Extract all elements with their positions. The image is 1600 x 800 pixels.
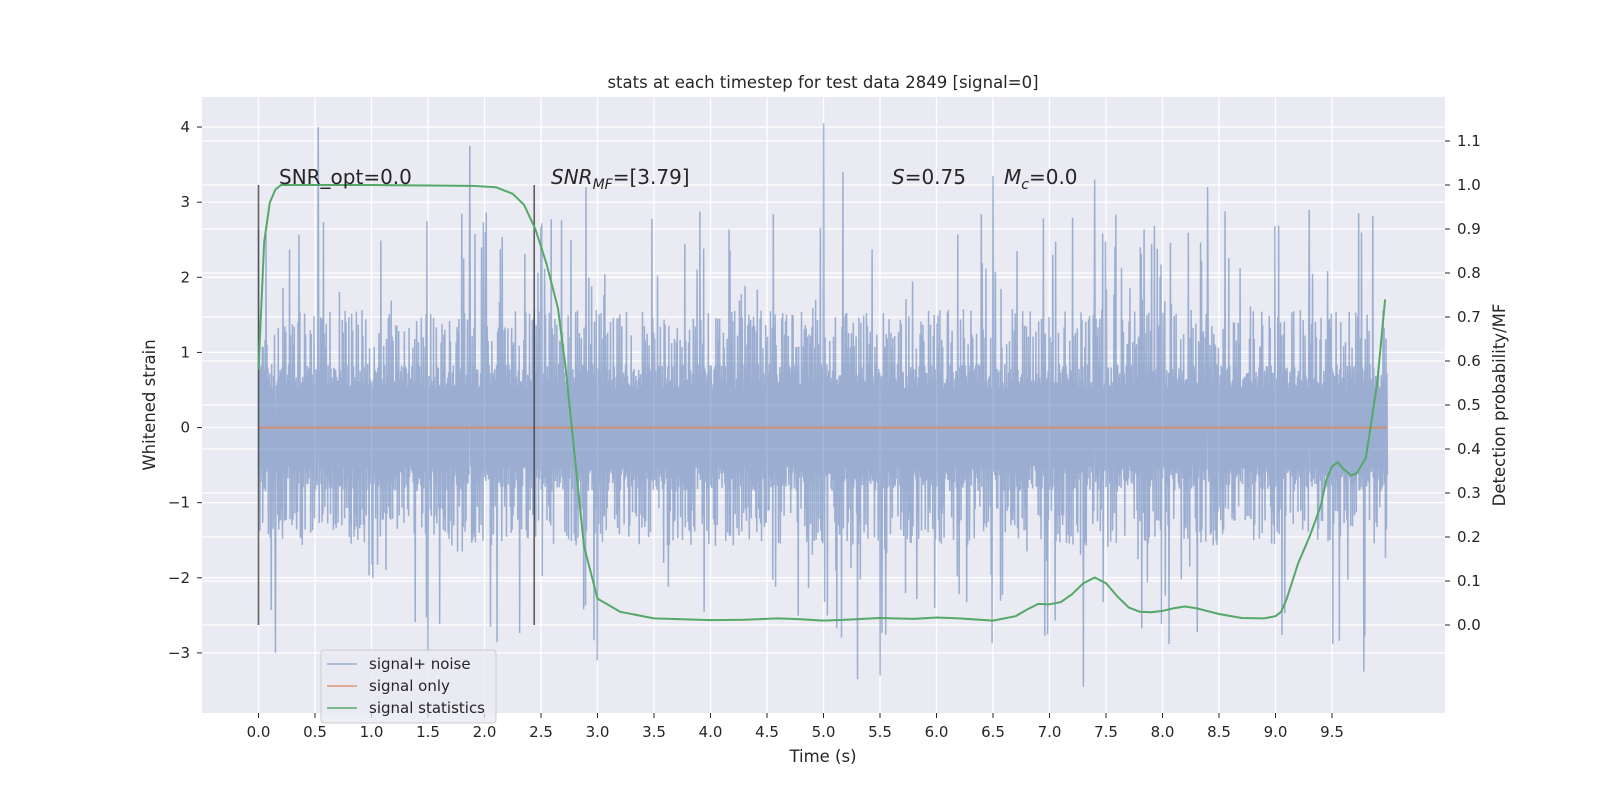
x-axis-label: Time (s) (788, 747, 856, 766)
legend-box (320, 649, 497, 724)
annotation-snr-mf-base: SNR (551, 165, 593, 189)
y-right-tick-label: 1.0 (1457, 176, 1481, 194)
x-tick-label: 4.5 (755, 723, 779, 741)
x-tick-label: 2.5 (529, 723, 553, 741)
legend-label-signal-noise: signal+ noise (369, 655, 471, 673)
legend-label-signal-statistics: signal statistics (369, 699, 485, 717)
x-tick-label: 9.5 (1320, 723, 1344, 741)
y-right-tick-label: 0.1 (1457, 572, 1481, 590)
x-tick-label: 9.0 (1264, 723, 1288, 741)
x-tick-label: 7.5 (1094, 723, 1118, 741)
signal-noise-line (257, 123, 1389, 687)
annotation-snr-opt: SNR_opt=0.0 (279, 165, 412, 189)
x-tick-label: 8.5 (1207, 723, 1231, 741)
annotation-snr-mf: SNRMF=[3.79] (551, 165, 690, 193)
y-right-tick-label: 0.0 (1457, 616, 1481, 634)
x-tick-label: 3.0 (586, 723, 610, 741)
y-tick-label: −2 (168, 569, 190, 587)
x-tick-label: 2.0 (473, 723, 497, 741)
x-tick-label: 0.0 (247, 723, 271, 741)
annotation-mc: Mc=0.0 (1004, 165, 1078, 193)
x-tick-label: 5.0 (812, 723, 836, 741)
annotation-s: S=0.75 (892, 165, 966, 189)
annotation-snr-mf-rest: =[3.79] (613, 165, 690, 189)
legend: signal+ noise signal only signal statist… (320, 649, 497, 724)
x-tick-label: 7.0 (1038, 723, 1062, 741)
y-axis-right-ticks: 0.0 0.1 0.2 0.3 0.4 0.5 0.6 0.7 0.8 0.9 1.0 1.1 (1445, 132, 1481, 634)
x-tick-label: 4.0 (699, 723, 723, 741)
annotation-snr-mf-sub: MF (593, 177, 614, 193)
y-right-tick-label: 0.3 (1457, 484, 1481, 502)
x-axis-ticks: 0.0 0.5 1.0 1.5 2.0 2.5 3.0 3.5 4.0 4.5 5.0 5.5 6.0 6… (247, 713, 1344, 741)
y-right-tick-label: 0.4 (1457, 440, 1481, 458)
legend-label-signal-only: signal only (369, 677, 450, 695)
y-right-tick-label: 0.2 (1457, 528, 1481, 546)
x-tick-label: 1.5 (416, 723, 440, 741)
x-tick-label: 8.0 (1151, 723, 1175, 741)
x-tick-label: 5.5 (868, 723, 892, 741)
x-tick-label: 6.0 (925, 723, 949, 741)
annotation-mc-symbol: M (1004, 165, 1021, 189)
x-tick-label: 6.5 (981, 723, 1005, 741)
x-tick-label: 3.5 (642, 723, 666, 741)
y-axis-left-ticks: −3 −2 −1 0 1 2 3 4 (168, 118, 202, 662)
y-tick-label: 2 (180, 268, 190, 286)
y-tick-label: 3 (180, 193, 190, 211)
y-tick-label: 4 (180, 118, 190, 136)
annotation-s-symbol: S (892, 165, 905, 189)
series-signal-noise (257, 123, 1389, 687)
y-tick-label: −1 (168, 494, 190, 512)
y-tick-label: −3 (168, 644, 190, 662)
y-tick-label: 1 (180, 343, 190, 361)
y-tick-label: 0 (180, 419, 190, 437)
y-axis-right-label: Detection probability/MF (1490, 304, 1509, 507)
annotation-mc-value: =0.0 (1029, 165, 1078, 189)
x-tick-label: 0.5 (303, 723, 327, 741)
y-right-tick-label: 0.9 (1457, 220, 1481, 238)
series-signal-statistics (257, 184, 1387, 622)
y-right-tick-label: 0.6 (1457, 352, 1481, 370)
annotation-s-value: =0.75 (905, 165, 966, 189)
marker-lines (257, 185, 536, 625)
y-right-tick-label: 0.5 (1457, 396, 1481, 414)
y-right-tick-label: 0.7 (1457, 308, 1481, 326)
x-tick-label: 1.0 (360, 723, 384, 741)
y-axis-label: Whitened strain (140, 339, 159, 470)
y-right-tick-label: 0.8 (1457, 264, 1481, 282)
signal-statistics-line (257, 184, 1387, 622)
chart-title: stats at each timestep for test data 284… (607, 73, 1038, 92)
annotation-mc-sub: c (1021, 177, 1029, 193)
y-right-tick-label: 1.1 (1457, 132, 1481, 150)
